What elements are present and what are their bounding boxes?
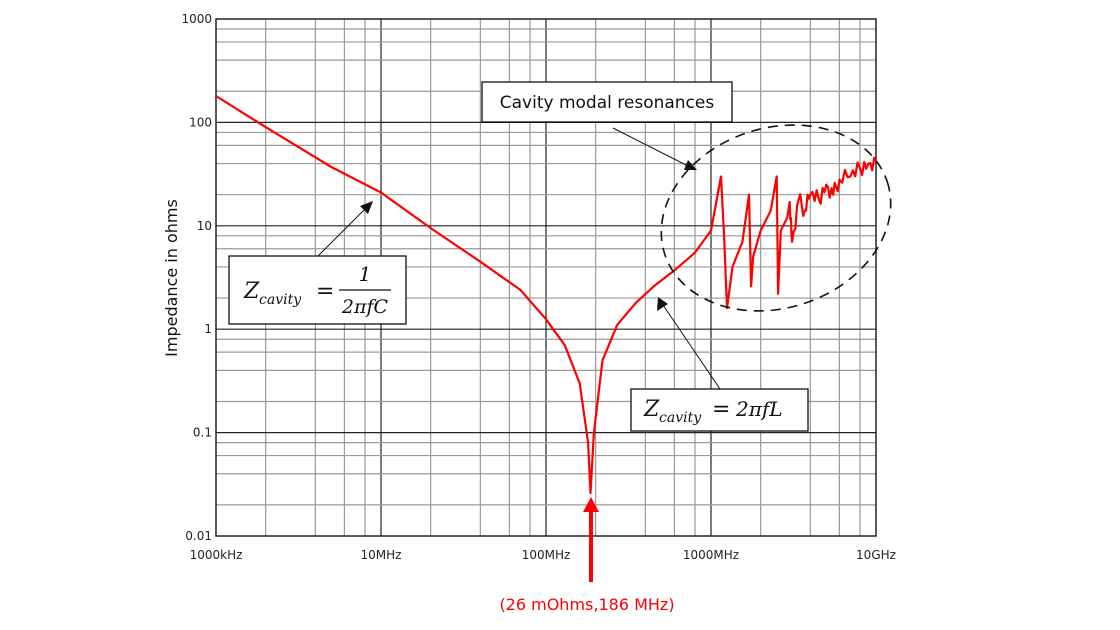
formula-l-equals: = [712, 397, 730, 422]
axis-tick-labels: 1000 100 10 1 0.1 0.01 1000kHz 10MHz 100MHz 1000M… [181, 12, 895, 562]
minimum-arrowhead-icon [583, 497, 599, 512]
y-tick-label: 1000 [181, 12, 212, 26]
arrowhead-icon [360, 201, 373, 214]
minimum-callout-text: (26 mOhms,186 MHz) [499, 595, 674, 614]
x-tick-label: 10MHz [361, 548, 402, 562]
capacitive-formula-box: Z cavity = 1 2πfC [228, 255, 407, 325]
formula-l-rhs: 2πfL [735, 397, 783, 421]
resonance-region-ellipse [660, 124, 892, 312]
impedance-curve [215, 95, 877, 495]
y-tick-label: 10 [197, 219, 212, 233]
arrowhead-icon [684, 160, 697, 170]
inductive-formula-box: Z cavity = 2πfL [630, 388, 809, 432]
inductive-arrow-line [662, 304, 721, 390]
resonance-arrow-line [612, 127, 689, 167]
x-tick-label: 1000MHz [683, 548, 739, 562]
formula-c-numerator: 1 [359, 262, 372, 286]
capacitive-arrow-line [317, 207, 367, 257]
formula-c-equals: = [316, 279, 334, 304]
y-tick-label: 0.01 [185, 529, 212, 543]
y-tick-label: 0.1 [193, 426, 212, 440]
formula-c-denominator: 2πfC [341, 296, 389, 318]
y-tick-label: 100 [189, 115, 212, 129]
x-tick-label: 100MHz [522, 548, 571, 562]
x-tick-label: 1000kHz [190, 548, 243, 562]
plot-frame [215, 18, 877, 537]
y-axis-label: Impedance in ohms [162, 199, 181, 357]
y-tick-label: 1 [204, 322, 212, 336]
formula-c-subscript: cavity [259, 292, 302, 308]
resonance-label-text: Cavity modal resonances [500, 93, 715, 113]
formula-l-subscript: cavity [659, 410, 702, 426]
formula-l-lhs: Z [643, 397, 660, 422]
resonance-label-box: Cavity modal resonances [481, 81, 733, 123]
arrowhead-icon [657, 297, 668, 311]
formula-c-lhs: Z [243, 279, 260, 304]
x-tick-label: 10GHz [856, 548, 896, 562]
